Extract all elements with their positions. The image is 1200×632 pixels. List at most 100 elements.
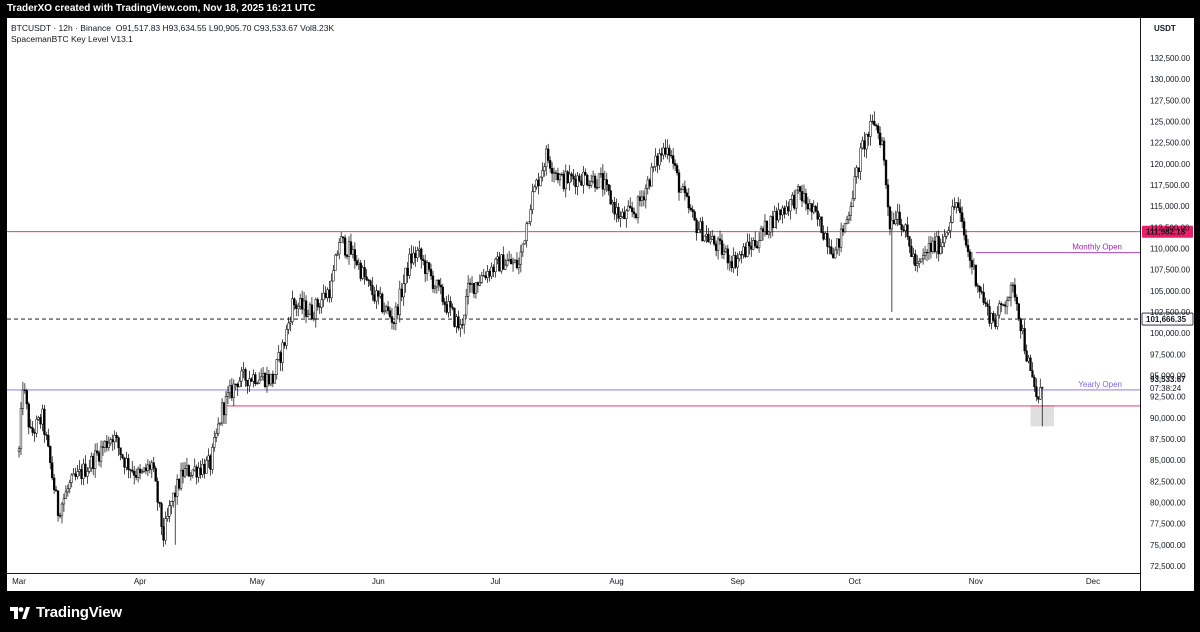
candle-body [94,450,97,469]
candle-body [318,306,321,308]
candle-body [601,173,605,190]
candle [550,162,554,182]
candle [138,464,142,480]
candle [882,137,886,166]
candle-body [664,147,667,155]
candle-body [377,290,380,297]
ohlc-open: O91,517.83 [115,23,161,33]
candle-body [918,261,921,264]
candle-body [351,249,355,255]
candle-body [1019,318,1022,332]
candle-body [820,216,823,233]
candle [465,288,468,319]
candle-body [744,246,747,257]
x-tick-label: Nov [969,577,983,586]
candle [548,156,552,173]
candle [502,246,505,270]
last-price-label: 93,533.67 [1150,375,1186,384]
candle-body [802,193,806,202]
y-tick-label: 95,000.00 [1150,372,1186,381]
candle-body [68,482,71,490]
candle [652,166,655,173]
candle [853,167,856,201]
candle-body [166,516,169,520]
candle [693,209,696,221]
candle-body [1023,328,1026,352]
candle-body [72,473,75,476]
branding-bar [0,591,1200,632]
candle [88,459,91,474]
candle [369,279,372,291]
candle [453,307,456,328]
candle-body [273,374,276,384]
candle [970,252,974,275]
candle-body [781,207,784,216]
countdown-label: 07:38:24 [1150,384,1182,393]
candle [879,126,882,148]
candle-body [914,253,917,266]
candle-body [845,219,849,224]
candle [855,165,858,184]
candle-body [347,241,351,257]
candle [509,253,513,265]
candle-body [224,396,228,416]
candle-body [217,423,220,434]
candle [416,246,419,262]
candle-body [394,306,398,324]
candle-body [683,186,687,194]
candle-body [937,236,940,255]
candle [70,473,73,488]
candle-body [183,468,187,477]
chart-frame[interactable]: Yearly Open Monthly Open 111,982.18 101,66… [7,18,1194,591]
candle [353,242,357,270]
y-tick-label: 82,500.00 [1150,477,1186,486]
candle [463,314,466,334]
candle-body [205,460,208,474]
candle [609,184,612,205]
candle-body [345,254,349,257]
price-chart[interactable]: Yearly Open Monthly Open 111,982.18 101,66… [7,18,1194,591]
candle-body [716,238,720,251]
candle-body [631,207,634,213]
candle-body [863,140,866,150]
indicator-name[interactable]: SpacemanBTC Key Level V13.1 [11,34,133,44]
candle-body [343,237,347,256]
candle [420,247,423,269]
candle-body [74,473,77,477]
candle-body [234,383,237,385]
candle-body [494,258,497,273]
candle-body [951,206,954,223]
candle [256,381,259,385]
candle-body [714,243,718,251]
candle [95,442,99,456]
candle-body [707,233,710,243]
candle [168,500,171,523]
candle-body [1015,296,1018,305]
candle-body [777,209,780,221]
y-tick-label: 107,500.00 [1150,266,1191,275]
candle [619,211,622,228]
candle [338,238,341,260]
x-tick-label: Sep [730,577,745,586]
candle-body [328,289,331,299]
candle-body [617,207,620,219]
candle [451,303,454,311]
candle-body [465,296,468,316]
candle-body [498,256,501,272]
candle-body [195,466,198,478]
candle [449,296,452,316]
candle-body [853,176,856,199]
candle [363,259,366,285]
candle [297,302,300,317]
candle-body [197,467,200,478]
candle-body [133,471,136,476]
candle-body [978,286,981,292]
candle [740,250,743,264]
candle-body [603,179,606,190]
ohlc-close: C93,533.67 [253,23,298,33]
candle-body [506,260,509,266]
candle-body [1039,387,1042,400]
candle-body [480,275,483,283]
candle-body [609,190,612,205]
candle-body [535,179,538,188]
